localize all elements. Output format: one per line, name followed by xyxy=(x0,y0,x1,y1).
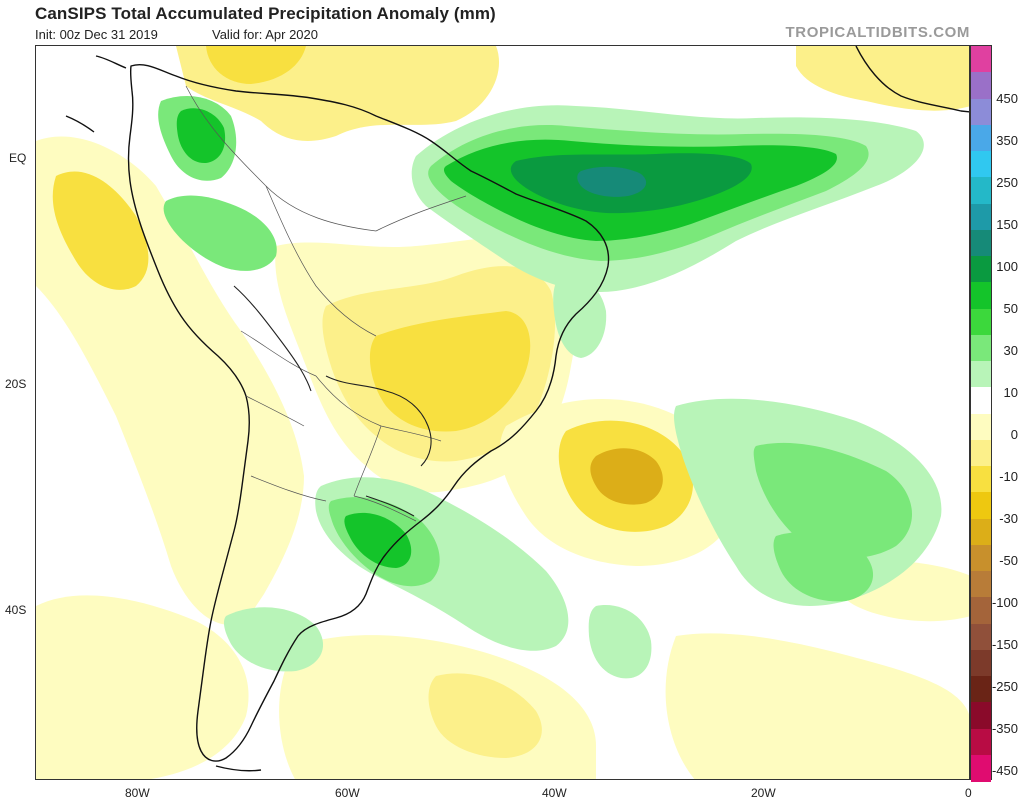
legend-swatch xyxy=(971,676,991,703)
legend-label: 30 xyxy=(1003,342,1018,358)
legend-label: 100 xyxy=(996,258,1018,274)
legend-swatch xyxy=(971,413,991,441)
lon-label-40w: 40W xyxy=(542,786,567,800)
lat-label-40s: 40S xyxy=(5,603,27,617)
south-america-coastline xyxy=(127,64,610,762)
legend-label: 250 xyxy=(996,174,1018,190)
legend-swatch xyxy=(971,754,991,782)
color-scale-legend xyxy=(970,45,992,782)
wet-anomaly-uruguay-core xyxy=(344,512,412,568)
wet-anomaly-patagonia xyxy=(223,607,324,672)
legend-swatch xyxy=(971,334,991,362)
legend-swatch xyxy=(971,46,991,73)
source-watermark: TROPICALTIDBITS.COM xyxy=(785,24,970,41)
legend-swatch xyxy=(971,203,991,231)
legend-label: -450 xyxy=(991,762,1018,778)
coastlines xyxy=(65,46,969,772)
legend-swatch xyxy=(971,124,991,152)
legend-label: -150 xyxy=(991,636,1018,652)
init-time-label: Init: 00z Dec 31 2019 xyxy=(35,27,158,42)
dry-anomaly-south-core xyxy=(428,673,542,758)
legend-label: 50 xyxy=(1003,300,1018,316)
legend-label: 150 xyxy=(996,216,1018,232)
dry-anomaly-north-core xyxy=(206,46,306,84)
lon-label-20w: 20W xyxy=(751,786,776,800)
dry-anomaly-south-west xyxy=(36,595,249,779)
legend-swatch xyxy=(971,229,991,257)
legend-swatch xyxy=(971,544,991,572)
dry-anomaly-south-east xyxy=(665,633,969,779)
legend-swatch xyxy=(971,518,991,546)
legend-swatch xyxy=(971,177,991,204)
caribbean-coast-islands xyxy=(65,55,127,133)
tierra-del-fuego xyxy=(215,765,262,772)
legend-swatch xyxy=(971,151,991,178)
legend-swatch xyxy=(971,98,991,126)
wet-anomaly-colombia-core xyxy=(176,108,226,164)
legend-label: -100 xyxy=(991,594,1018,610)
wet-anomaly-east-side xyxy=(773,532,874,602)
legend-swatch xyxy=(971,728,991,756)
legend-label: -250 xyxy=(991,678,1018,694)
wet-anomaly-north-atlantic-peak xyxy=(577,166,647,197)
lat-label-20s: 20S xyxy=(5,377,27,391)
major-borders xyxy=(233,285,432,517)
legend-label: 450 xyxy=(996,90,1018,106)
legend-swatch xyxy=(971,649,991,677)
legend-label: -30 xyxy=(999,510,1018,526)
legend-swatch xyxy=(971,597,991,624)
precip-anomaly-map xyxy=(35,45,970,780)
dry-anomaly-atlantic-core xyxy=(590,448,663,505)
lon-label-60w: 60W xyxy=(335,786,360,800)
lon-label-80w: 80W xyxy=(125,786,150,800)
map-title: CanSIPS Total Accumulated Precipitation … xyxy=(35,4,496,23)
legend-swatch xyxy=(971,387,991,414)
africa-coastline xyxy=(855,46,969,113)
legend-swatch xyxy=(971,361,991,388)
legend-label: -50 xyxy=(999,552,1018,568)
wet-anomaly-amazon xyxy=(163,195,277,271)
dry-anomaly-caribbean xyxy=(796,46,969,111)
legend-swatch xyxy=(971,702,991,729)
legend-swatch xyxy=(971,623,991,651)
lat-label-eq: EQ xyxy=(9,151,27,165)
legend-swatch xyxy=(971,256,991,283)
legend-swatch xyxy=(971,571,991,598)
legend-label: 350 xyxy=(996,132,1018,148)
country-borders xyxy=(185,85,467,522)
legend-swatch xyxy=(971,282,991,309)
lon-label-0: 0 xyxy=(965,786,972,800)
legend-label: 0 xyxy=(1010,426,1018,442)
legend-label: 10 xyxy=(1003,384,1018,400)
legend-label: -350 xyxy=(991,720,1018,736)
dry-anomaly-pacific-core xyxy=(52,171,149,290)
wet-anomaly-atlantic-east-core xyxy=(753,442,913,558)
dry-anomaly-regions xyxy=(36,46,969,779)
legend-swatch xyxy=(971,466,991,493)
legend-swatch xyxy=(971,492,991,519)
valid-time-label: Valid for: Apr 2020 xyxy=(212,27,318,42)
legend-swatch xyxy=(971,308,991,336)
legend-swatch xyxy=(971,72,991,99)
legend-label: -10 xyxy=(999,468,1018,484)
wet-anomaly-south-atlantic xyxy=(588,605,652,679)
legend-swatch xyxy=(971,439,991,467)
